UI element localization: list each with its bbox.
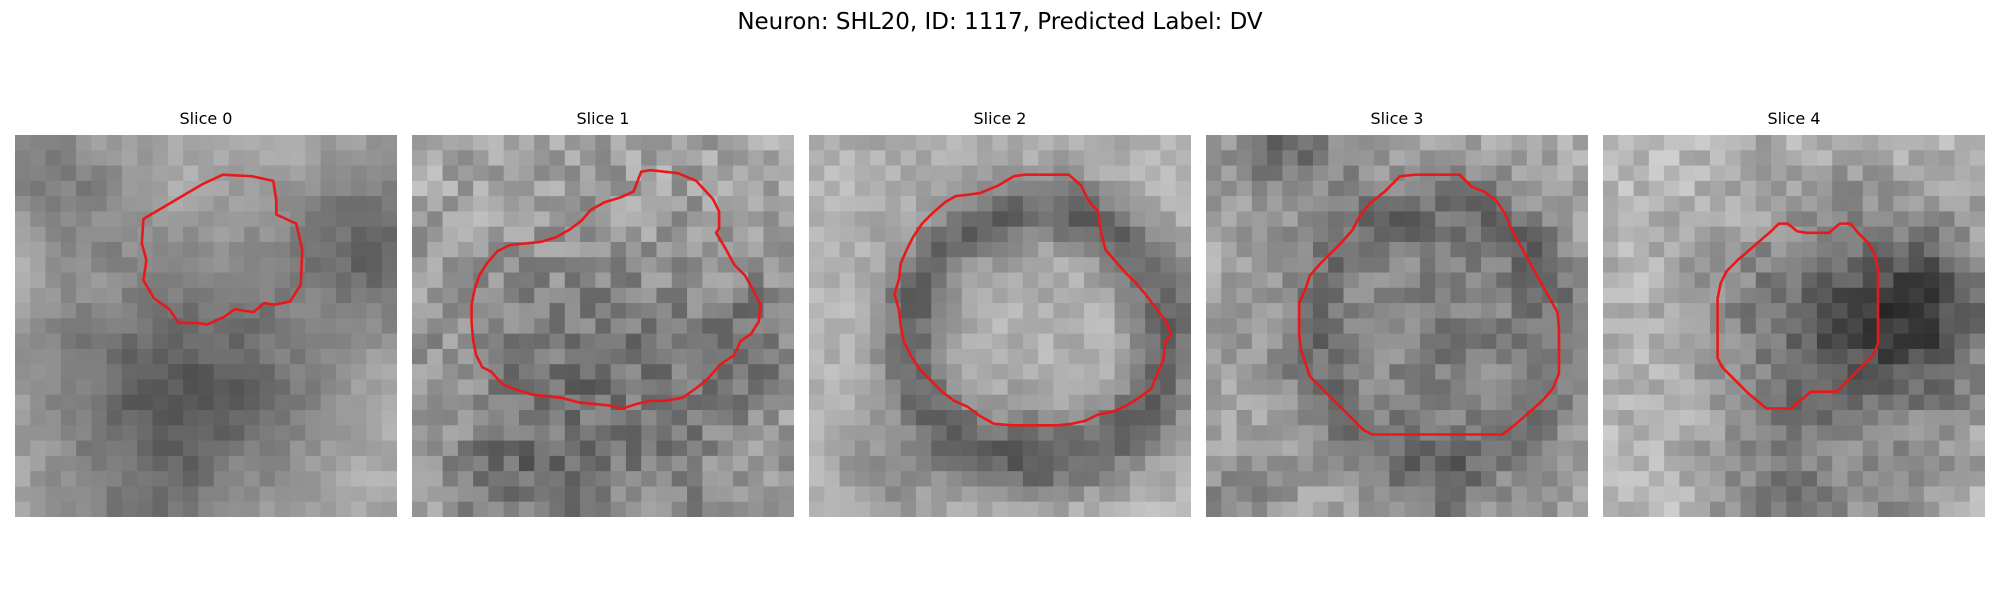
slice-title-1: Slice 1 — [576, 109, 630, 128]
figure-title: Neuron: SHL20, ID: 1117, Predicted Label… — [737, 9, 1263, 35]
slice-panel-2: Slice 2 — [809, 108, 1191, 517]
slice-title-4: Slice 4 — [1767, 109, 1821, 128]
slice-image-0 — [15, 135, 397, 517]
slice-image-4 — [1603, 135, 1985, 517]
roi-contour — [470, 168, 762, 410]
slice-panel-1: Slice 1 — [412, 108, 794, 517]
slice-title-2: Slice 2 — [973, 109, 1027, 128]
roi-contour — [1716, 222, 1880, 410]
roi-contour — [1297, 173, 1561, 436]
slice-panel-4: Slice 4 — [1603, 108, 1985, 517]
roi-contour — [140, 173, 304, 326]
slice-panel-0: Slice 0 — [15, 108, 397, 517]
slice-image-1 — [412, 135, 794, 517]
slice-title-0: Slice 0 — [179, 109, 233, 128]
roi-contour — [893, 173, 1173, 427]
slice-panel-3: Slice 3 — [1206, 108, 1588, 517]
slice-image-2 — [809, 135, 1191, 517]
slice-title-3: Slice 3 — [1370, 109, 1424, 128]
slice-image-3 — [1206, 135, 1588, 517]
